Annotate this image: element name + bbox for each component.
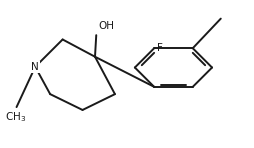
Text: CH$_3$: CH$_3$ bbox=[5, 110, 26, 124]
Text: OH: OH bbox=[99, 21, 115, 31]
Text: F: F bbox=[157, 42, 163, 53]
Text: N: N bbox=[31, 62, 39, 72]
